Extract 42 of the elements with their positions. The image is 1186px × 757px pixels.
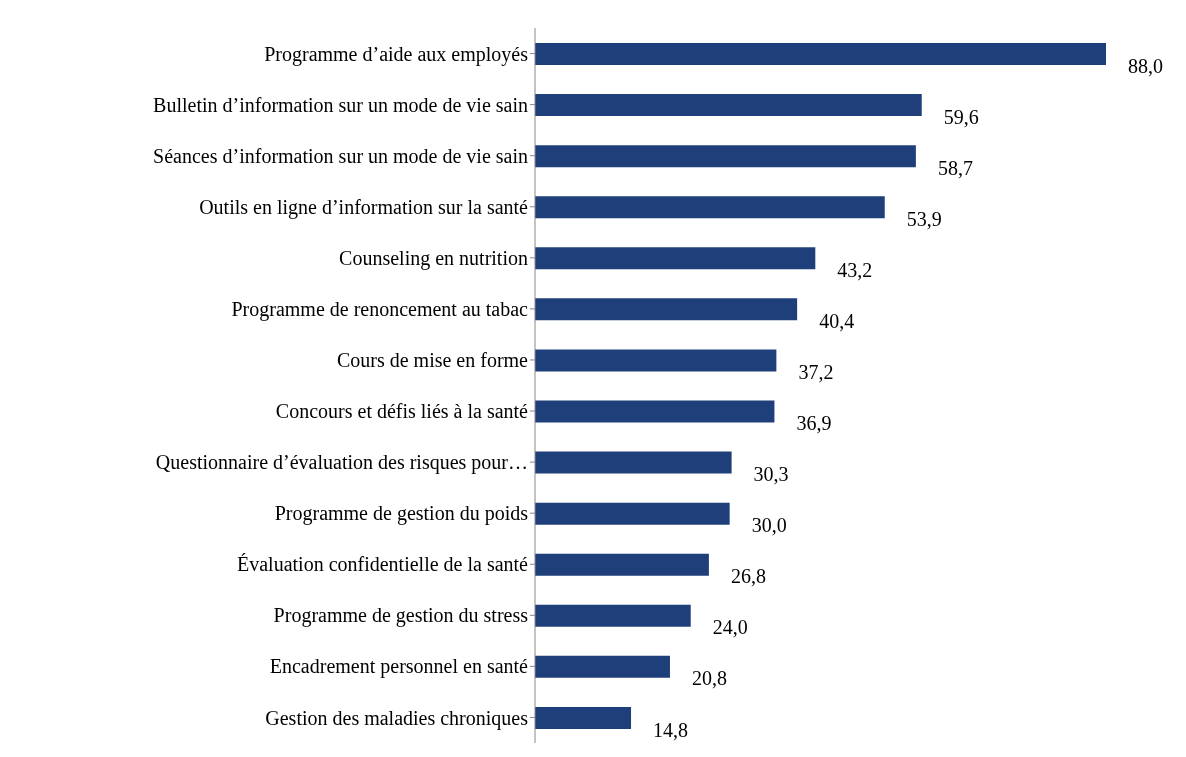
data-label: 14,8	[653, 718, 689, 741]
y-tick-label: Programme d’aide aux employés	[264, 42, 529, 66]
y-tick-label: Séances d’information sur un mode de vie sain	[153, 144, 528, 167]
data-label: 26,8	[730, 565, 766, 588]
bar	[535, 553, 709, 576]
bar	[535, 349, 777, 372]
bar	[535, 604, 691, 627]
bar	[535, 655, 670, 678]
y-tick-label: Cours de mise en forme	[336, 349, 529, 372]
bar	[535, 247, 816, 270]
data-label: 53,9	[906, 207, 942, 230]
data-label: 24,0	[712, 616, 748, 639]
y-tick-label: Programme de gestion du stress	[273, 604, 529, 628]
y-tick-label: Counseling en nutrition	[339, 246, 528, 270]
y-tick-label: Bulletin d’information sur un mode de vie sain	[153, 93, 528, 116]
data-label: 58,7	[937, 156, 973, 179]
y-tick-label: Encadrement personnel en santé	[269, 655, 529, 679]
data-label: 43,2	[837, 258, 873, 281]
data-label: 40,4	[819, 309, 855, 332]
y-tick-label: Gestion des maladies chroniques	[265, 706, 529, 730]
bar	[535, 451, 732, 474]
bar	[535, 145, 916, 168]
data-label: 20,8	[691, 667, 727, 690]
y-tick-label: Programme de renoncement au tabac	[231, 297, 529, 321]
data-label: 37,2	[798, 361, 834, 384]
y-tick-label: Évaluation confidentielle de la santé	[237, 553, 529, 576]
y-tick-label: Concours et défis liés à la santé	[275, 400, 529, 423]
y-tick-label: Questionnaire d’évaluation des risques pour…	[155, 451, 528, 475]
y-tick-label: Outils en ligne d’information sur la santé	[199, 195, 529, 219]
data-label: 30,0	[751, 514, 787, 537]
bar	[535, 94, 922, 117]
data-label: 30,3	[753, 463, 789, 486]
data-label: 59,6	[943, 105, 979, 128]
bar	[535, 298, 798, 321]
data-label: 36,9	[796, 412, 832, 435]
bar	[535, 502, 730, 525]
y-tick-label: Programme de gestion du poids	[274, 502, 529, 526]
data-label: 88,0	[1128, 54, 1163, 77]
bar	[535, 196, 885, 219]
bar	[535, 43, 1106, 65]
bar	[535, 400, 775, 423]
bar	[535, 706, 632, 729]
